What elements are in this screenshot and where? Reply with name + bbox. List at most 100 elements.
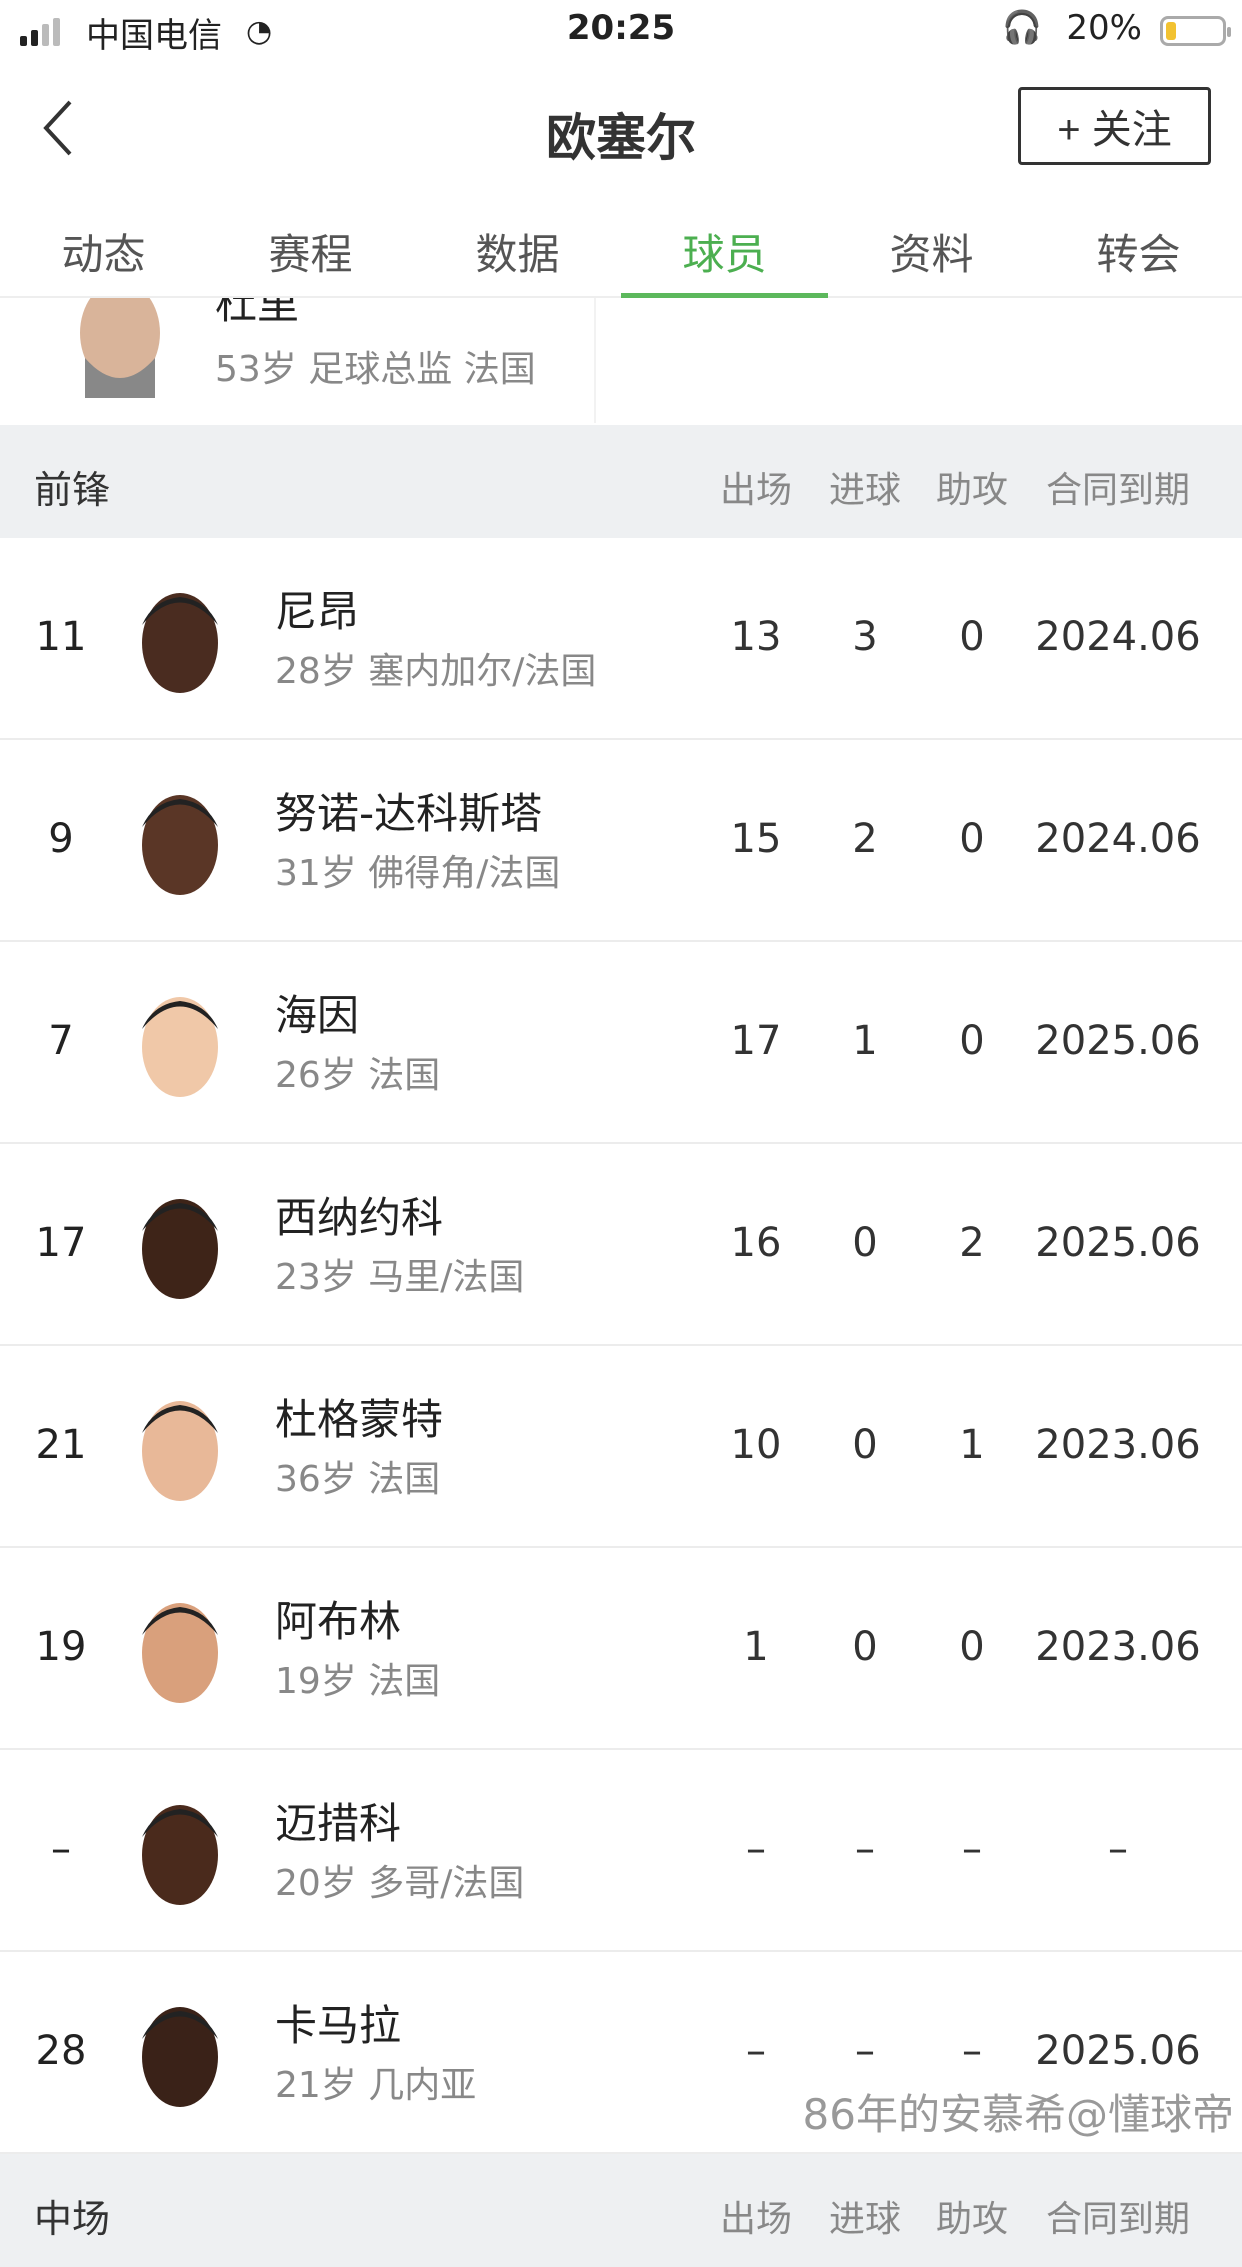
page-title: 欧塞尔 [546, 109, 696, 167]
stat-contract: 2025.06 [1035, 1220, 1201, 1266]
stat-goals: 3 [852, 614, 878, 660]
avatar [142, 1805, 218, 1905]
stat-assists: 2 [959, 1220, 985, 1266]
player-row[interactable]: 19 阿布林 19岁 法国 1 0 0 2023.06 [0, 1548, 1242, 1750]
avatar [142, 1603, 218, 1703]
stat-assists: 0 [959, 1624, 985, 1670]
avatar [142, 1199, 218, 1299]
watermark: 86年的安慕希@懂球帝 [802, 2090, 1234, 2139]
column-header: 进球 [828, 470, 902, 511]
player-number: 7 [48, 1018, 74, 1064]
player-name: 努诺-达科斯塔 [275, 789, 543, 838]
stat-goals: 1 [852, 1018, 878, 1064]
clock: 20:25 [566, 8, 676, 48]
player-name: 海因 [275, 991, 360, 1040]
stat-apps: 16 [730, 1220, 782, 1266]
avatar [142, 1401, 218, 1501]
player-row[interactable]: 11 尼昂 28岁 塞内加尔/法国 13 3 0 2024.06 [0, 538, 1242, 740]
tab-2[interactable]: 数据 [475, 230, 560, 279]
player-row[interactable]: 21 杜格蒙特 36岁 法国 10 0 1 2023.06 [0, 1346, 1242, 1548]
player-number: 17 [35, 1220, 87, 1266]
stat-goals: – [855, 2028, 875, 2074]
player-row[interactable]: 28 卡马拉 21岁 几内亚 – – – 2025.06 [0, 1952, 1242, 2154]
player-info: 19岁 法国 [275, 1661, 441, 1702]
stat-contract: 2023.06 [1035, 1624, 1201, 1670]
stat-assists: 1 [959, 1422, 985, 1468]
player-info: 23岁 马里/法国 [275, 1257, 525, 1298]
tab-5[interactable]: 转会 [1096, 230, 1181, 279]
player-info: 31岁 佛得角/法国 [275, 853, 561, 894]
staff-info: 53岁 足球总监 法国 [215, 349, 536, 390]
player-number: – [51, 1826, 71, 1872]
section-header: 中场 出场 进球 助攻 合同到期 [0, 2154, 1242, 2267]
column-header: 出场 [719, 2199, 793, 2240]
stat-contract: 2024.06 [1035, 816, 1201, 862]
tab-1[interactable]: 赛程 [268, 230, 353, 279]
status-bar: 中国电信 ◔ 20:25 🎧 20% [0, 0, 1242, 63]
headphones-icon: 🎧 [1002, 8, 1042, 46]
stat-assists: 0 [959, 614, 985, 660]
stat-goals: 0 [852, 1220, 878, 1266]
avatar [80, 298, 160, 398]
tab-3[interactable]: 球员 [621, 205, 828, 298]
follow-button[interactable]: + 关注 [1018, 87, 1211, 165]
player-row[interactable]: 7 海因 26岁 法国 17 1 0 2025.06 [0, 942, 1242, 1144]
stat-apps: – [746, 2028, 766, 2074]
stat-assists: – [962, 2028, 982, 2074]
column-header: 合同到期 [1045, 470, 1191, 511]
player-row[interactable]: 9 努诺-达科斯塔 31岁 佛得角/法国 15 2 0 2024.06 [0, 740, 1242, 942]
stat-goals: 0 [852, 1422, 878, 1468]
carrier: 中国电信 [86, 16, 222, 56]
column-header: 进球 [828, 2199, 902, 2240]
stat-apps: 13 [730, 614, 782, 660]
player-name: 阿布林 [275, 1597, 402, 1646]
player-number: 19 [35, 1624, 87, 1670]
player-row[interactable]: 17 西纳约科 23岁 马里/法国 16 0 2 2025.06 [0, 1144, 1242, 1346]
column-header: 出场 [719, 470, 793, 511]
player-name: 尼昂 [275, 587, 360, 636]
stat-apps: 1 [743, 1624, 769, 1670]
avatar [142, 997, 218, 1097]
player-number: 9 [48, 816, 74, 862]
battery-percent: 20% [1066, 8, 1142, 48]
player-number: 21 [35, 1422, 87, 1468]
column-header: 助攻 [935, 2199, 1009, 2240]
battery-icon [1160, 16, 1231, 46]
stat-contract: 2025.06 [1035, 2028, 1201, 2074]
section-header: 前锋 出场 进球 助攻 合同到期 [0, 425, 1242, 538]
tab-bar: 动态 赛程 数据 球员 资料 转会 [0, 205, 1242, 298]
avatar [142, 795, 218, 895]
stat-goals: – [855, 1826, 875, 1872]
column-header: 助攻 [935, 470, 1009, 511]
stat-apps: 17 [730, 1018, 782, 1064]
stat-contract: 2023.06 [1035, 1422, 1201, 1468]
section-label: 前锋 [34, 468, 111, 512]
stat-apps: 15 [730, 816, 782, 862]
stat-contract: 2024.06 [1035, 614, 1201, 660]
stat-assists: – [962, 1826, 982, 1872]
stat-assists: 0 [959, 1018, 985, 1064]
avatar [142, 2007, 218, 2107]
tab-4[interactable]: 资料 [889, 230, 974, 279]
stat-goals: 2 [852, 816, 878, 862]
stat-contract: – [1108, 1826, 1128, 1872]
stat-goals: 0 [852, 1624, 878, 1670]
stat-contract: 2025.06 [1035, 1018, 1201, 1064]
player-info: 20岁 多哥/法国 [275, 1863, 525, 1904]
player-name: 卡马拉 [275, 2001, 402, 2050]
tab-0[interactable]: 动态 [61, 230, 146, 279]
column-header: 合同到期 [1045, 2199, 1191, 2240]
section-label: 中场 [34, 2197, 111, 2241]
stat-apps: – [746, 1826, 766, 1872]
staff-name: 杜里 [215, 298, 300, 328]
player-number: 28 [35, 2028, 87, 2074]
staff-item[interactable]: 杜里 53岁 足球总监 法国 [0, 298, 596, 423]
player-info: 28岁 塞内加尔/法国 [275, 651, 597, 692]
player-name: 西纳约科 [275, 1193, 444, 1242]
player-name: 杜格蒙特 [275, 1395, 444, 1444]
back-icon[interactable] [40, 98, 76, 158]
player-row[interactable]: – 迈措科 20岁 多哥/法国 – – – – [0, 1750, 1242, 1952]
player-info: 36岁 法国 [275, 1459, 441, 1500]
player-name: 迈措科 [275, 1799, 402, 1848]
player-number: 11 [35, 614, 87, 660]
